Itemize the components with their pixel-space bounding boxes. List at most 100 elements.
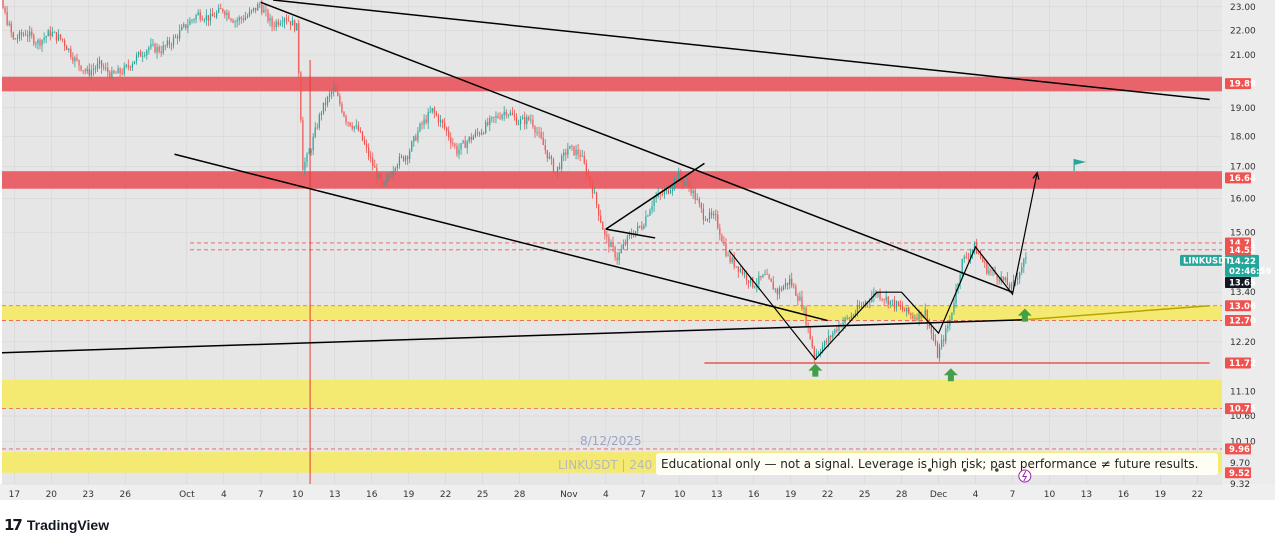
candle-body — [160, 51, 162, 54]
candle-body — [100, 60, 103, 68]
date-tick-label: 19 — [1155, 490, 1167, 500]
event-dot — [963, 468, 967, 472]
trendline[interactable] — [273, 0, 1210, 101]
price-tag-label: 14.52 — [1229, 246, 1256, 256]
candle-body — [246, 16, 249, 18]
candle-body — [261, 4, 263, 13]
candle-body — [729, 255, 731, 263]
candle-body — [1021, 267, 1023, 273]
candle-body — [113, 70, 115, 73]
candle-body — [902, 306, 904, 310]
candle-body — [493, 116, 495, 118]
candle-body — [257, 4, 259, 11]
event-dot — [928, 468, 932, 472]
trendline[interactable] — [174, 153, 828, 322]
candle-body — [752, 277, 754, 288]
candle-body — [532, 119, 534, 127]
candle-body — [105, 67, 107, 69]
candle-body — [579, 154, 581, 157]
candle-body — [168, 40, 171, 45]
candle-body — [382, 181, 384, 185]
candle-body — [930, 326, 932, 334]
tradingview-logo-icon: 17 — [4, 516, 23, 534]
candle-body — [727, 255, 729, 257]
candle-body — [341, 103, 343, 113]
plot-area[interactable] — [2, 0, 1222, 484]
date-tick-label: 20 — [46, 490, 58, 500]
candle-body — [996, 274, 998, 280]
candle-body — [692, 190, 694, 194]
candle-body — [665, 189, 668, 192]
candle-body — [439, 119, 442, 123]
candle-body — [618, 252, 620, 261]
candle-body — [158, 46, 160, 52]
candle-body — [1017, 278, 1019, 280]
candle-body — [8, 23, 10, 25]
candle-body — [150, 44, 152, 48]
candle-body — [635, 231, 637, 237]
candle-body — [891, 299, 893, 301]
candle-body — [745, 272, 748, 281]
candle-body — [458, 149, 460, 155]
candle-body — [768, 274, 770, 279]
candle-body — [809, 327, 811, 340]
candle-body — [949, 320, 951, 326]
candle-body — [131, 64, 134, 68]
candle-body — [567, 148, 569, 155]
candle-body — [483, 132, 485, 134]
candle-body — [359, 130, 362, 132]
candle-body — [819, 351, 822, 354]
candle-body — [413, 136, 415, 142]
candle-body — [372, 157, 374, 166]
candle-body — [565, 152, 567, 155]
candle-body — [626, 235, 629, 245]
candle-body — [641, 226, 643, 229]
candle-body — [68, 48, 70, 51]
candle-body — [758, 275, 760, 284]
candle-body — [852, 315, 854, 317]
trendline[interactable] — [1, 318, 1025, 354]
price-tag — [1225, 276, 1251, 288]
date-tick-label: Dec — [930, 490, 947, 500]
trendline[interactable] — [260, 1, 1013, 293]
candle-body — [536, 132, 538, 133]
candle-body — [503, 111, 505, 115]
candle-body — [616, 257, 618, 261]
candle-body — [653, 198, 655, 206]
candle-body — [904, 309, 906, 312]
candle-body — [402, 156, 405, 161]
date-tick-label: 17 — [9, 490, 20, 500]
trendline[interactable] — [605, 162, 705, 230]
candle-body — [721, 235, 723, 242]
candle-body — [906, 307, 908, 312]
candle-body — [129, 66, 131, 68]
candle-body — [858, 305, 861, 308]
candle-body — [322, 102, 325, 113]
candle-body — [33, 35, 35, 44]
candle-body — [308, 152, 310, 155]
candle-body — [425, 119, 427, 123]
candle-body — [72, 56, 74, 62]
candle-body — [302, 119, 304, 171]
candle-body — [986, 262, 988, 274]
candle-body — [630, 233, 633, 236]
candle-body — [343, 112, 345, 117]
trendline[interactable] — [1024, 305, 1210, 321]
candle-body — [573, 146, 575, 155]
candle-body — [583, 155, 585, 164]
candle-body — [156, 46, 158, 53]
time-axis-area[interactable] — [0, 484, 1275, 500]
candle-body — [183, 24, 185, 27]
candle-body — [368, 147, 370, 157]
candle-body — [669, 190, 672, 194]
price-tag-label: 10.75 — [1229, 405, 1256, 415]
trendline[interactable] — [605, 228, 656, 239]
candle-body — [561, 155, 563, 169]
candle-body — [216, 12, 218, 18]
projection-path[interactable] — [728, 172, 1038, 361]
candle-body — [828, 335, 830, 343]
candle-body — [164, 45, 166, 47]
date-tick-label: 10 — [1044, 490, 1056, 500]
candle-body — [281, 22, 283, 24]
